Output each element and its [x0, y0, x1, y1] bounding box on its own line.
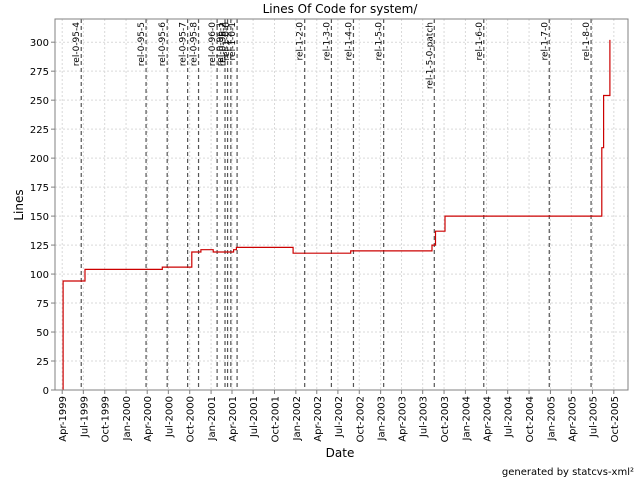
y-tick-label: 150	[30, 212, 49, 223]
release-marker-layer: rel-0-95-4 rel-0-95-5 rel-0-95-6 rel-0-95-7…	[72, 19, 592, 390]
release-marker-label: rel-0-95-6	[158, 22, 168, 66]
x-tick-label: Oct-2001	[270, 396, 281, 442]
y-tick-label: 250	[30, 96, 49, 107]
x-tick-label: Oct-2002	[355, 396, 366, 442]
release-marker-label: rel-1-0-1	[228, 22, 238, 60]
axis-layer: 0 25 50 75 100 125 150 175 200 225 250 275 300 Apr-19…	[30, 18, 629, 442]
release-marker-label: rel-1-3-0	[322, 22, 332, 61]
x-tick-label: Jul-1999	[79, 396, 90, 438]
x-tick-label: Jul-2004	[504, 396, 515, 438]
x-axis-title: Date	[326, 446, 355, 460]
release-marker-label: rel-1-4-0	[344, 22, 354, 61]
y-tick-label: 25	[36, 357, 49, 368]
credit-text: generated by statcvs-xml²	[502, 467, 634, 478]
release-marker-label: rel-0-96-0	[208, 22, 218, 66]
release-marker-label: rel-0-95-7	[179, 22, 189, 66]
x-tick-label: Oct-1999	[101, 396, 112, 442]
x-tick-label: Jul-2003	[419, 396, 430, 438]
x-tick-label: Oct-2000	[186, 396, 197, 442]
release-marker-label: rel-1-0-0	[222, 22, 232, 61]
x-tick-label: Jan-2003	[377, 396, 388, 441]
release-marker-label: rel-1-5-0-patch	[425, 22, 435, 89]
plot-frame	[54, 18, 629, 391]
release-marker-label: rel-0-96-2	[219, 22, 229, 66]
x-tick-label: Apr-2001	[228, 396, 239, 442]
series-layer	[62, 39, 611, 390]
x-tick-label: Apr-2004	[483, 396, 494, 442]
chart-title: Lines Of Code for system/	[263, 2, 419, 16]
x-tick-label: Oct-2005	[610, 396, 621, 442]
release-marker-label: rel-0-95-5	[137, 22, 147, 66]
x-tick-label: Oct-2003	[440, 396, 451, 442]
x-tick-label: Jan-2004	[461, 396, 472, 441]
y-tick-label: 300	[30, 38, 49, 49]
series-line	[62, 39, 611, 390]
release-marker-label: rel-1-5-0	[375, 22, 385, 61]
x-tick-label: Jan-2002	[292, 396, 303, 441]
release-marker-label: rel-0-96-1	[216, 22, 226, 66]
y-tick-label: 0	[43, 386, 49, 397]
release-marker-label: rel-1-2-0	[296, 22, 306, 61]
x-tick-label: Apr-2005	[567, 396, 578, 442]
y-tick-label: 50	[36, 328, 49, 339]
y-tick-label: 225	[30, 125, 49, 136]
release-marker-label: rel-0-95-4	[72, 22, 82, 66]
x-tick-label: Jul-2005	[588, 396, 599, 438]
x-tick-label: Apr-2000	[143, 396, 154, 442]
release-marker-label: rel-1-6-0	[475, 22, 485, 61]
y-tick-label: 275	[30, 67, 49, 78]
x-tick-label: Oct-2004	[525, 396, 536, 442]
x-tick-label: Jan-2001	[207, 396, 218, 441]
x-tick-label: Jul-2000	[164, 396, 175, 438]
x-tick-label: Apr-2002	[313, 396, 324, 442]
y-tick-label: 175	[30, 183, 49, 194]
y-axis-title: Lines	[12, 189, 26, 220]
y-tick-label: 200	[30, 154, 49, 165]
x-tick-label: Jul-2002	[334, 396, 345, 438]
release-marker-label: rel-1-7-0	[540, 22, 550, 61]
x-tick-label: Apr-2003	[398, 396, 409, 442]
release-marker-label: rel-1-8-0	[582, 22, 592, 61]
x-tick-label: Jul-2001	[249, 396, 260, 438]
y-tick-label: 100	[30, 270, 49, 281]
x-tick-label: Jan-2000	[122, 396, 133, 441]
x-tick-label: Jan-2005	[546, 396, 557, 441]
y-tick-label: 125	[30, 241, 49, 252]
release-marker-label: rel-0-95-8	[190, 22, 200, 66]
x-tick-label: Apr-1999	[58, 396, 69, 442]
y-tick-label: 75	[36, 299, 49, 310]
